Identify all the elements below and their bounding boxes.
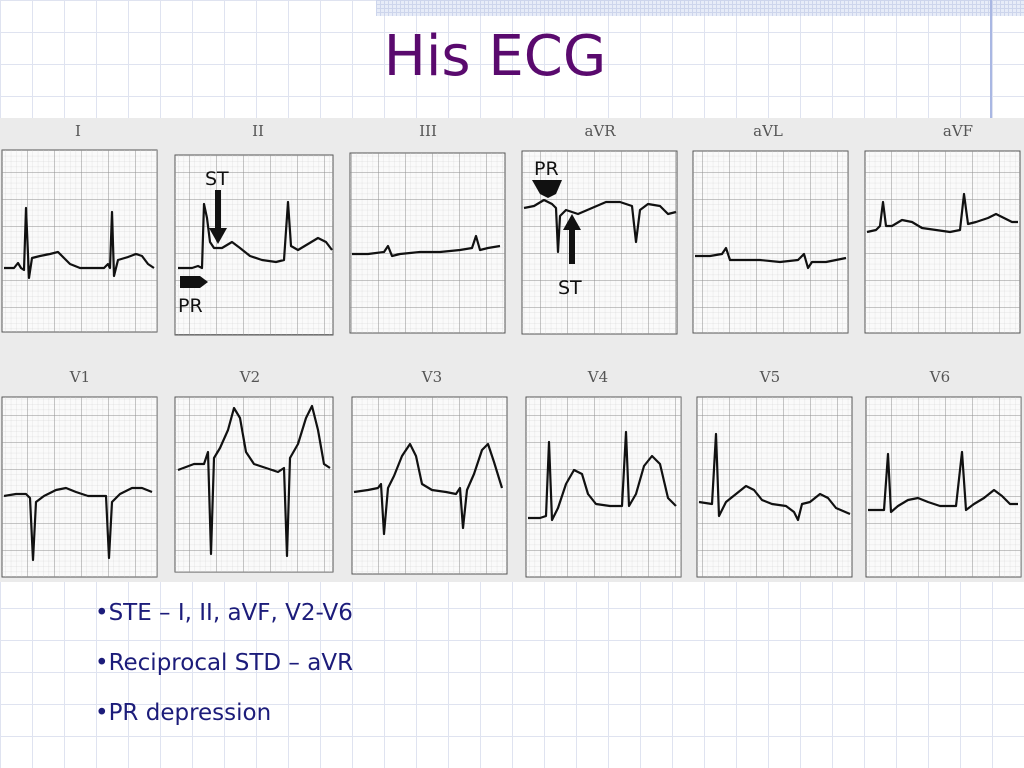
lead-ii-pr-arrow [180,276,208,288]
bullet-item: •STE – I, II, aVF, V2-V6 [95,600,353,626]
lead-label-v4: V4 [587,368,608,386]
bullet-item: •Reciprocal STD – aVR [95,650,354,676]
trace-lead-v2 [177,404,331,558]
lead-label-avl: aVL [753,122,783,140]
lead-avr-st-arrow [563,214,581,264]
header-decor-line [990,0,992,118]
ecg-tracing-figure: I II III aVR aVL aVF ST PR PR [1,122,1022,578]
lead-ii-st-label: ST [205,168,229,190]
trace-lead-v3 [353,442,504,536]
lead-label-v1: V1 [69,368,90,386]
trace-lead-iii [352,234,501,258]
bullet-item: •PR depression [95,700,272,726]
trace-lead-v1 [3,486,153,562]
lead-label-v3: V3 [421,368,442,386]
lead-avr-st-label: ST [558,277,582,299]
trace-lead-i [4,206,155,280]
trace-lead-v6 [868,450,1018,514]
lead-avr-pr-arrow [532,180,562,198]
ecg-figure: I II III aVR aVL aVF ST PR PR [0,118,1024,582]
lead-label-avf: aVF [943,122,973,140]
trace-lead-avl [695,246,847,270]
lead-label-v6: V6 [929,368,950,386]
slide-title: His ECG [383,24,607,89]
trace-lead-v4 [528,430,677,522]
lead-label-v2: V2 [239,368,260,386]
lead-label-i: I [75,122,81,140]
lead-label-ii: II [252,122,264,140]
lead-ii-pr-label: PR [178,295,203,317]
lead-label-avr: aVR [584,122,616,140]
header-decor-band [376,0,1024,16]
trace-lead-ii [178,200,333,270]
lead-avr-pr-label: PR [534,158,559,180]
lead-label-iii: III [419,122,437,140]
lead-ii-st-arrow [209,190,227,244]
trace-lead-avr [523,198,677,254]
bullet-list: •STE – I, II, aVF, V2-V6 •Reciprocal STD… [95,598,353,748]
trace-lead-v5 [698,432,851,522]
lead-label-v5: V5 [759,368,780,386]
trace-lead-avf [866,192,1018,234]
